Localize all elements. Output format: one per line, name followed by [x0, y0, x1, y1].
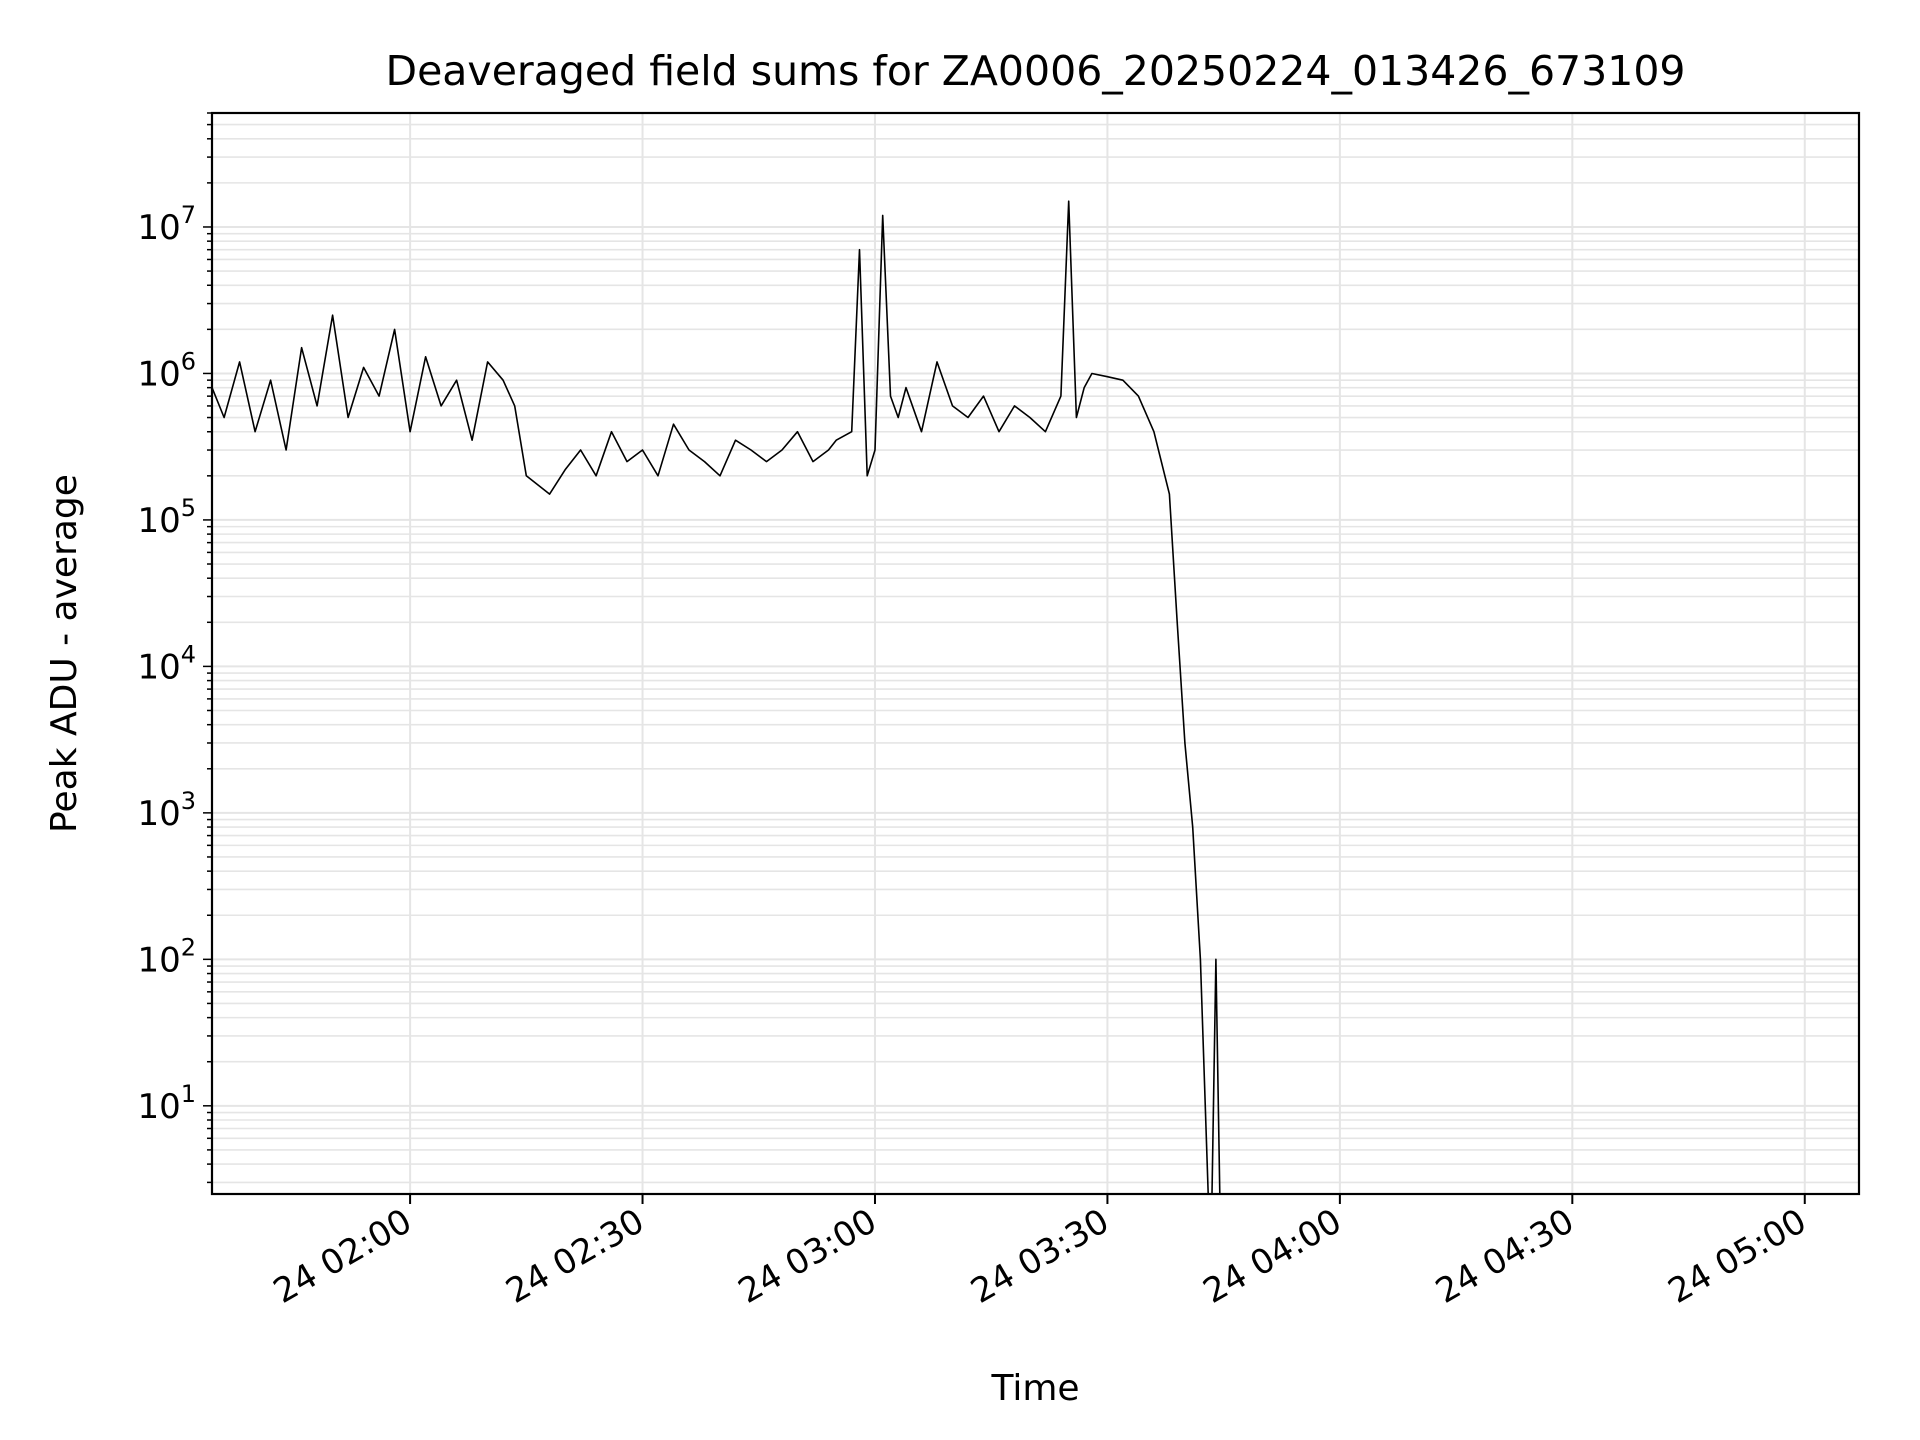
- x-tick-label: 24 03:30: [964, 1201, 1116, 1312]
- grid: [212, 112, 1859, 1194]
- y-tick-label: 102: [137, 933, 196, 980]
- plot-area: [212, 200, 1221, 1194]
- series-line: [212, 200, 1221, 1194]
- x-tick-label: 24 04:00: [1197, 1201, 1349, 1312]
- y-tick-label: 106: [137, 347, 196, 394]
- chart-title: Deaveraged field sums for ZA0006_2025022…: [386, 47, 1686, 95]
- y-tick-label: 107: [137, 201, 196, 248]
- plot-frame: [210, 111, 1861, 1196]
- x-tick-label: 24 05:00: [1662, 1201, 1814, 1312]
- y-tick-label: 104: [137, 640, 196, 687]
- y-tick-label: 101: [137, 1080, 196, 1127]
- x-tick-label: 24 02:30: [499, 1201, 651, 1312]
- x-tick-label: 24 03:00: [732, 1201, 884, 1312]
- y-axis-label: Peak ADU - average: [44, 474, 85, 833]
- x-tick-label: 24 02:00: [267, 1201, 419, 1312]
- y-tick-label: 103: [137, 787, 196, 834]
- x-axis-label: Time: [990, 1368, 1079, 1409]
- x-tick-label: 24 04:30: [1429, 1201, 1581, 1312]
- ticks: 24 02:00 24 02:30 24 03:00 24 03:30 24 04:00…: [137, 112, 1814, 1312]
- y-tick-label: 105: [137, 494, 196, 541]
